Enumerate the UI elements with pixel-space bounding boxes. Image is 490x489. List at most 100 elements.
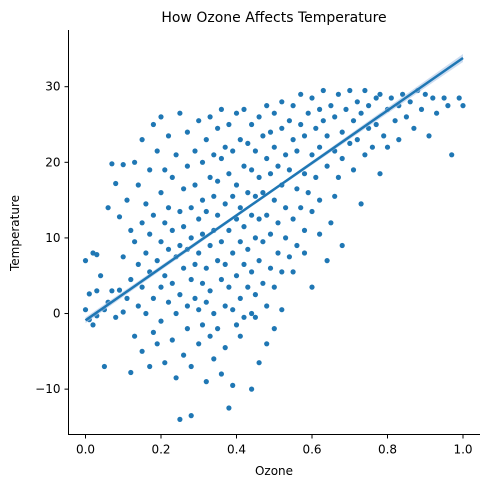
- data-point: [226, 121, 232, 128]
- data-point: [215, 178, 221, 184]
- data-point: [332, 114, 338, 120]
- data-point: [347, 87, 353, 94]
- data-point: [354, 137, 360, 143]
- data-point: [260, 280, 266, 286]
- data-point: [203, 299, 209, 305]
- data-point: [226, 171, 232, 177]
- data-point: [188, 276, 194, 283]
- data-point: [173, 310, 179, 317]
- data-point: [267, 129, 274, 135]
- data-point: [132, 239, 138, 245]
- data-point: [403, 114, 409, 120]
- data-point: [309, 208, 315, 215]
- data-point: [400, 91, 406, 97]
- data-point: [283, 152, 289, 158]
- data-point: [222, 345, 228, 351]
- data-point: [260, 190, 266, 196]
- data-point: [215, 212, 221, 218]
- data-point: [313, 174, 319, 180]
- data-point: [373, 95, 379, 101]
- data-point: [184, 163, 190, 169]
- data-point: [324, 133, 330, 139]
- data-point: [162, 220, 168, 226]
- regression-layer: [84, 54, 464, 324]
- data-point: [132, 159, 138, 165]
- data-point: [381, 133, 387, 139]
- data-point: [290, 269, 296, 275]
- data-point: [192, 295, 198, 301]
- y-tick-label: 10: [45, 231, 60, 245]
- data-point: [230, 193, 236, 199]
- data-point: [215, 258, 221, 264]
- data-point: [90, 322, 96, 328]
- data-point: [332, 193, 338, 199]
- data-point: [298, 91, 304, 97]
- data-point: [218, 106, 224, 112]
- data-point: [139, 284, 145, 290]
- data-point: [283, 205, 289, 211]
- data-point: [188, 235, 194, 241]
- data-point: [165, 246, 172, 252]
- data-point: [426, 133, 432, 139]
- data-point: [181, 186, 187, 192]
- data-point: [286, 254, 292, 260]
- data-point: [245, 190, 251, 196]
- points-layer: [82, 87, 466, 422]
- data-point: [249, 167, 255, 173]
- data-point: [177, 242, 183, 249]
- data-point: [207, 288, 213, 294]
- data-point: [162, 273, 168, 279]
- data-point: [150, 295, 156, 301]
- data-point: [256, 216, 262, 222]
- data-point: [392, 118, 398, 124]
- data-point: [418, 106, 425, 112]
- data-point: [256, 114, 262, 120]
- data-point: [369, 144, 375, 150]
- data-point: [139, 137, 145, 143]
- data-point: [109, 161, 115, 167]
- data-point: [237, 137, 243, 143]
- y-tick-label: 30: [45, 80, 60, 94]
- y-axis-label: Temperature: [8, 195, 22, 272]
- data-point: [286, 118, 292, 124]
- data-point: [237, 205, 243, 211]
- data-point: [245, 140, 251, 146]
- data-point: [124, 295, 130, 301]
- data-point: [207, 333, 213, 339]
- data-point: [211, 152, 217, 158]
- data-point: [252, 148, 258, 154]
- data-point: [252, 314, 258, 320]
- data-point: [215, 326, 221, 332]
- data-point: [275, 250, 281, 256]
- data-point: [165, 299, 172, 305]
- data-point: [128, 369, 134, 376]
- data-point: [328, 103, 334, 109]
- data-point: [196, 216, 202, 222]
- data-point: [218, 371, 224, 377]
- data-point: [279, 125, 285, 131]
- data-point: [339, 155, 345, 162]
- data-point: [173, 375, 179, 381]
- data-point: [320, 118, 326, 124]
- data-point: [347, 140, 353, 146]
- data-point: [147, 363, 153, 370]
- data-point: [162, 167, 168, 173]
- data-point: [358, 201, 364, 207]
- data-point: [256, 174, 262, 180]
- data-point: [192, 182, 198, 188]
- data-point: [199, 280, 206, 286]
- data-point: [366, 103, 372, 109]
- data-point: [249, 310, 255, 317]
- data-point: [249, 121, 255, 128]
- data-point: [181, 224, 187, 230]
- data-point: [147, 231, 153, 237]
- data-point: [211, 310, 217, 317]
- data-point: [230, 307, 236, 313]
- data-point: [188, 413, 194, 419]
- data-point: [407, 99, 413, 105]
- data-point: [362, 152, 368, 158]
- data-point: [260, 133, 266, 139]
- data-point: [301, 227, 308, 233]
- data-point: [82, 307, 89, 313]
